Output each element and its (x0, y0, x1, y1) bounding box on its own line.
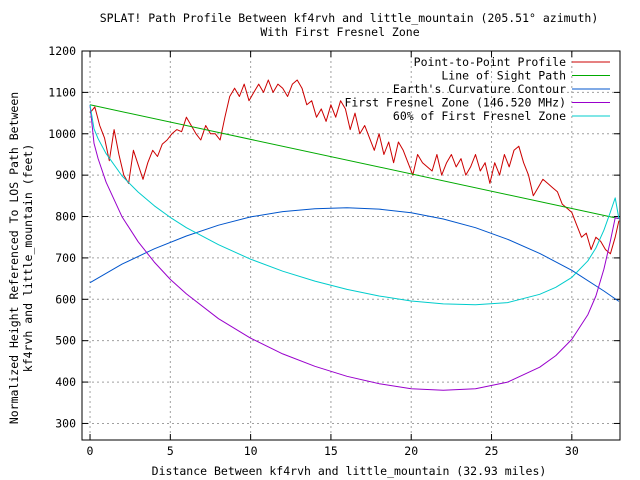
legend-label-point-to-point-profile: Point-to-Point Profile (414, 55, 566, 69)
x-tick-label: 25 (485, 444, 499, 458)
x-tick-label: 15 (324, 444, 338, 458)
y-axis-label-line1: Normalized Height Referenced To LOS Path… (7, 92, 21, 424)
y-ticks: 300 400 500 600 700 800 900 1000 1100 1200 (48, 44, 620, 430)
series-line-60-of-first-fresnel-zone (89, 104, 620, 306)
x-tick-label: 30 (565, 444, 579, 458)
legend-label-line-of-sight-path: Line of Sight Path (441, 69, 566, 83)
y-tick-label: 700 (55, 251, 76, 265)
legend-label-60-of-first-fresnel-zone: 60% of First Fresnel Zone (393, 109, 566, 123)
y-tick-label: 400 (55, 375, 76, 389)
plot-area-border (81, 50, 621, 441)
y-tick-label: 1000 (48, 127, 76, 141)
legend-label-first-fresnel-zone-146-520-mhz: First Fresnel Zone (146.520 MHz) (344, 96, 566, 110)
y-tick-label: 300 (55, 416, 76, 430)
series-line-first-fresnel-zone-146-520-mhz (89, 104, 620, 391)
y-axis-label-line2: kf4rvh and little_mountain (feet) (21, 144, 35, 372)
x-axis-label: Distance Between kf4rvh and little_mount… (152, 464, 547, 478)
x-tick-label: 0 (87, 444, 94, 458)
series-line-point-to-point-profile (89, 79, 620, 255)
y-tick-label: 900 (55, 168, 76, 182)
series-line-line-of-sight-path (89, 104, 620, 220)
chart-subtitle: With First Fresnel Zone (260, 25, 419, 39)
legend-label-earth-s-curvature-contour: Earth's Curvature Contour (393, 82, 566, 96)
x-tick-label: 5 (167, 444, 174, 458)
y-tick-label: 1200 (48, 44, 76, 58)
y-tick-label: 1100 (48, 85, 76, 99)
series-line-earth-s-curvature-contour (89, 207, 620, 302)
series-lines (89, 79, 620, 391)
chart-title: SPLAT! Path Profile Between kf4rvh and l… (100, 11, 599, 25)
y-tick-label: 800 (55, 210, 76, 224)
y-tick-label: 500 (55, 334, 76, 348)
x-tick-label: 10 (244, 444, 258, 458)
x-tick-label: 20 (404, 444, 418, 458)
x-ticks: 0 5 10 15 20 25 30 (87, 51, 579, 458)
y-axis-label: Normalized Height Referenced To LOS Path… (7, 92, 35, 424)
y-tick-label: 600 (55, 292, 76, 306)
